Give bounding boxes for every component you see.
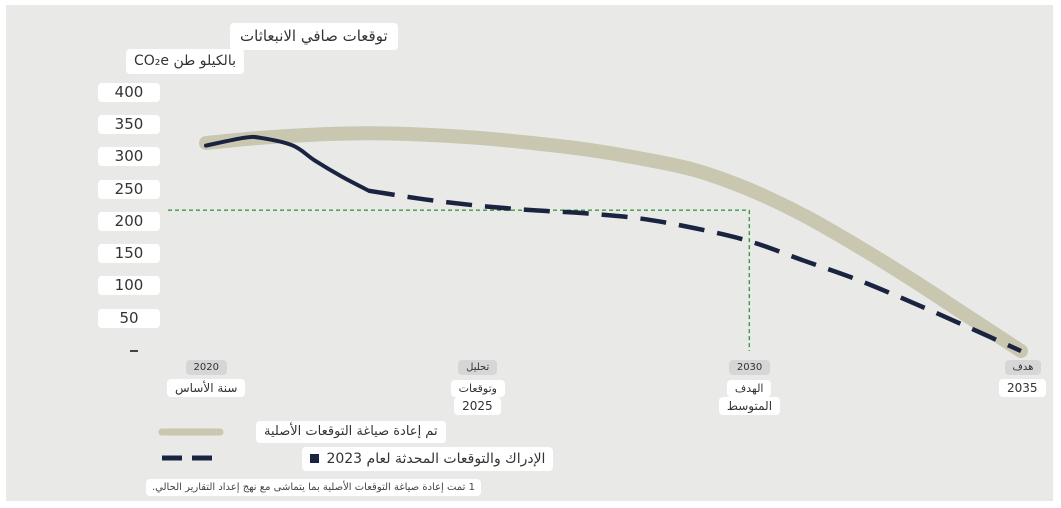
y-tick-label: 300 — [98, 147, 160, 167]
y-tick-label: 200 — [98, 211, 160, 231]
x-label-bottom: 2025 — [454, 397, 501, 415]
legend-swatch-dashed — [162, 455, 220, 461]
y-tick-label: 150 — [98, 244, 160, 264]
y-tick-label: 50 — [98, 308, 160, 328]
legend-swatch-band — [158, 428, 224, 436]
y-tick-label: 350 — [98, 114, 160, 134]
y-axis-label: بالكيلو طن CO₂e — [126, 49, 244, 74]
y-tick-label: 250 — [98, 179, 160, 199]
legend-label-updated: الإدراك والتوقعات المحدثة لعام 2023 — [302, 447, 554, 471]
x-label-bottom: المتوسط — [718, 397, 781, 415]
chart-title: توقعات صافي الانبعاثات — [230, 23, 398, 50]
legend-square-icon — [310, 454, 319, 463]
x-label-top: 2020 — [185, 360, 227, 375]
x-label-middle: وتوقعات — [450, 380, 505, 397]
chart-frame: توقعات صافي الانبعاثات بالكيلو طن CO₂e 5… — [6, 5, 1053, 501]
chart-canvas — [130, 126, 1028, 358]
x-label-top: 2030 — [728, 360, 771, 375]
x-label-top: هدف — [1004, 360, 1042, 375]
series-original-band — [199, 126, 1028, 358]
y-tick-label: 400 — [98, 82, 160, 102]
x-label-bottom: سنة الأساس — [167, 379, 246, 397]
x-label-top: تحليل — [458, 360, 498, 375]
series-updated-solid — [204, 134, 371, 193]
y-tick-label: 100 — [98, 276, 160, 296]
footnote: 1 تمت إعادة صياغة التوقعات الأصلية بما ي… — [146, 479, 481, 496]
x-label-middle: الهدف — [726, 380, 772, 397]
legend-label-original: تم إعادة صياغة التوقعات الأصلية — [256, 421, 446, 443]
series-updated-dashed — [368, 188, 1022, 354]
x-label-bottom: 2035 — [999, 379, 1046, 397]
